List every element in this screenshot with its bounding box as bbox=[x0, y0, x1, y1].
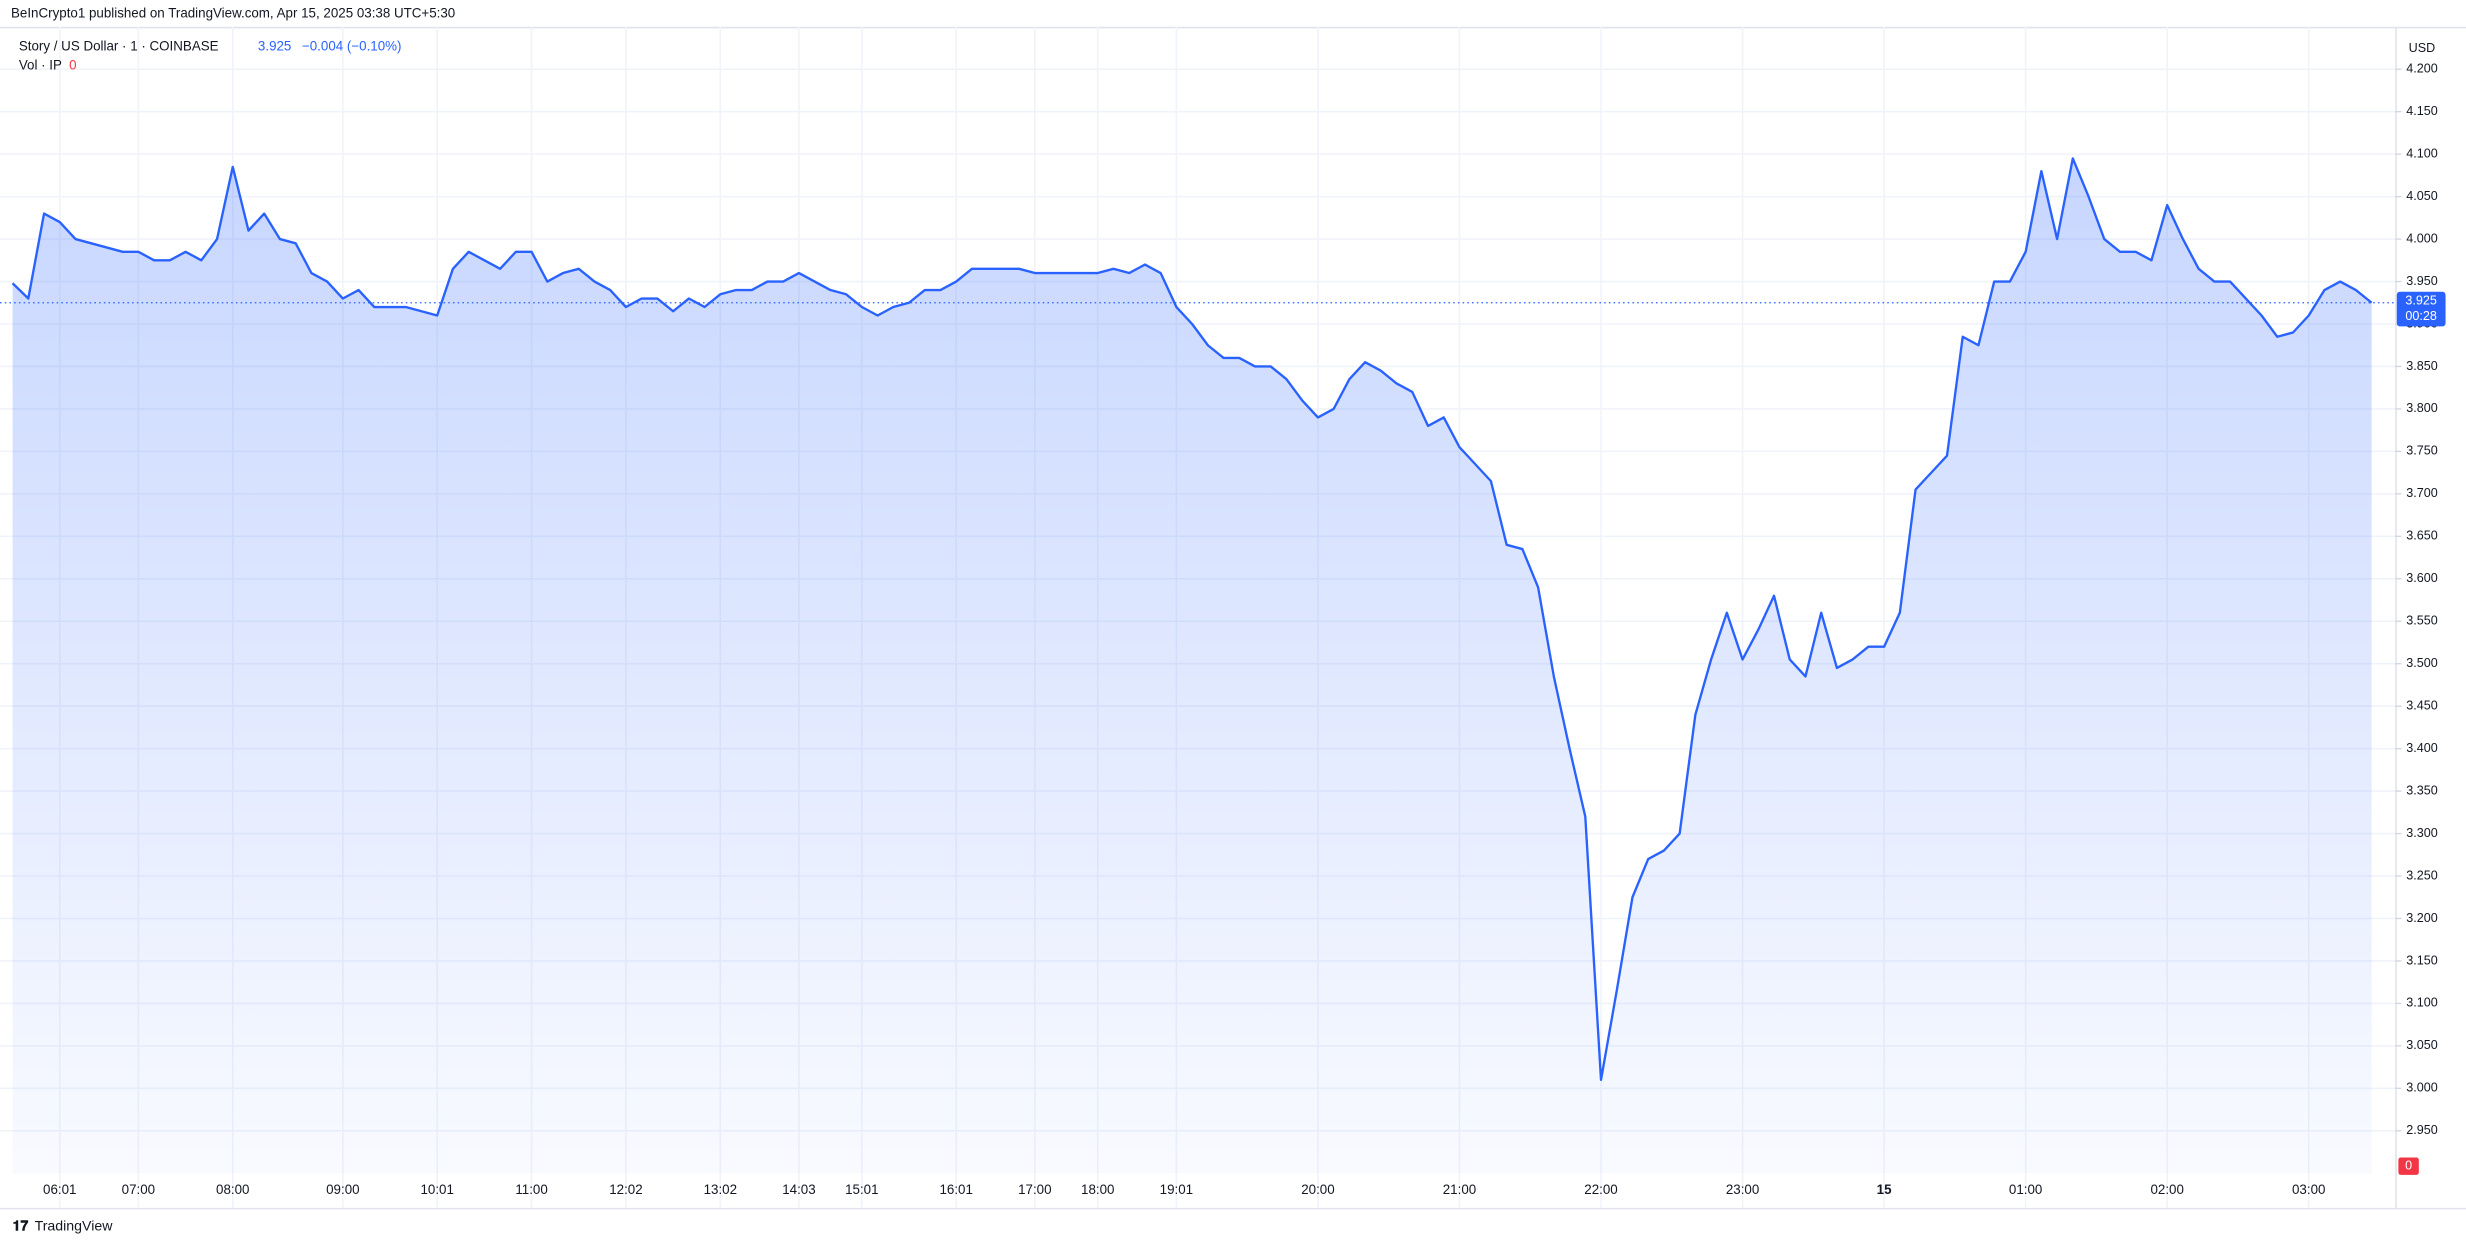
x-tick-label: 14:03 bbox=[782, 1182, 815, 1197]
brand-logo: 𝟏𝟕 bbox=[13, 1217, 29, 1233]
header: BeInCrypto1 published on TradingView.com… bbox=[11, 6, 455, 21]
x-tick-label: 19:01 bbox=[1160, 1182, 1193, 1197]
legend-volume-label: Vol · IP bbox=[19, 58, 62, 73]
legend-change: −0.004 (−0.10%) bbox=[302, 39, 402, 54]
brand: 𝟏𝟕 TradingView bbox=[13, 1217, 114, 1233]
y-tick-label: 3.850 bbox=[2406, 359, 2437, 373]
y-tick-label: 3.950 bbox=[2406, 274, 2437, 288]
price-line bbox=[11, 157, 2373, 1082]
x-tick-label: 08:00 bbox=[216, 1182, 249, 1197]
x-tick-label: 22:00 bbox=[1584, 1182, 1617, 1197]
y-tick-label: 3.800 bbox=[2406, 401, 2437, 415]
x-tick-label: 15 bbox=[1877, 1182, 1892, 1197]
x-tick-label: 17:00 bbox=[1018, 1182, 1051, 1197]
x-tick-label: 11:00 bbox=[515, 1182, 547, 1197]
legend-volume: 0 bbox=[69, 58, 76, 73]
y-tick-label: 3.250 bbox=[2406, 868, 2437, 882]
y-tick-label: 3.650 bbox=[2406, 529, 2437, 543]
x-tick-label: 03:00 bbox=[2292, 1182, 2325, 1197]
currency-label: USD bbox=[2409, 41, 2436, 55]
y-tick-label: 3.300 bbox=[2406, 826, 2437, 840]
x-tick-label: 10:01 bbox=[420, 1182, 453, 1197]
legend-price: 3.925 bbox=[258, 39, 291, 54]
y-tick-label: 2.950 bbox=[2406, 1123, 2437, 1137]
y-tick-label: 3.350 bbox=[2406, 783, 2437, 797]
y-tick-label: 3.150 bbox=[2406, 953, 2437, 967]
x-tick-label: 13:02 bbox=[704, 1182, 737, 1197]
plot bbox=[0, 157, 2396, 1174]
x-tick-label: 18:00 bbox=[1081, 1182, 1114, 1197]
x-tick-label: 23:00 bbox=[1726, 1182, 1759, 1197]
x-tick-label: 12:02 bbox=[609, 1182, 642, 1197]
y-tick-label: 3.050 bbox=[2406, 1038, 2437, 1052]
y-tick-label: 3.500 bbox=[2406, 656, 2437, 670]
last-price-tag bbox=[2396, 291, 2446, 327]
x-tick-label: 15:01 bbox=[845, 1182, 878, 1197]
x-tick-label: 02:00 bbox=[2150, 1182, 2183, 1197]
x-tick-label: 06:01 bbox=[43, 1182, 76, 1197]
legend: Story / US Dollar · 1 · COINBASE 3.925 −… bbox=[19, 39, 402, 73]
legend-symbol: Story / US Dollar · 1 · COINBASE bbox=[19, 39, 219, 54]
y-tick-label: 3.750 bbox=[2406, 444, 2437, 458]
x-tick-label: 09:00 bbox=[326, 1182, 359, 1197]
area-fill bbox=[12, 158, 2372, 1174]
y-tick-label: 3.000 bbox=[2406, 1081, 2437, 1095]
y-tick-label: 3.450 bbox=[2406, 698, 2437, 712]
y-tick-label: 3.550 bbox=[2406, 614, 2437, 628]
y-tick-label: 4.150 bbox=[2406, 104, 2437, 118]
x-tick-label: 07:00 bbox=[122, 1182, 155, 1197]
brand-name: TradingView bbox=[35, 1217, 114, 1233]
y-tick-label: 3.700 bbox=[2406, 486, 2437, 500]
x-tick-label: 21:00 bbox=[1443, 1182, 1476, 1197]
last-price-label: 3.925 bbox=[2405, 294, 2436, 308]
y-tick-label: 3.100 bbox=[2406, 996, 2437, 1010]
y-tick-label: 3.600 bbox=[2406, 571, 2437, 585]
y-tick-label: 4.100 bbox=[2406, 146, 2437, 160]
y-tick-label: 4.050 bbox=[2406, 189, 2437, 203]
y-tick-label: 4.000 bbox=[2406, 231, 2437, 245]
volume-tag-label: 0 bbox=[2405, 1159, 2412, 1173]
x-tick-label: 20:00 bbox=[1301, 1182, 1334, 1197]
axes: 2.950 3.000 3.050 3.100 3.150 3.200 3.250 3.300… bbox=[43, 62, 2446, 1197]
y-tick-label: 4.200 bbox=[2406, 62, 2437, 76]
volume-tag bbox=[2398, 1157, 2419, 1175]
x-tick-label: 01:00 bbox=[2009, 1182, 2042, 1197]
y-tick-label: 3.400 bbox=[2406, 741, 2437, 755]
countdown-label: 00:28 bbox=[2405, 309, 2436, 323]
y-tick-label: 3.200 bbox=[2406, 911, 2437, 925]
x-tick-label: 16:01 bbox=[939, 1182, 972, 1197]
